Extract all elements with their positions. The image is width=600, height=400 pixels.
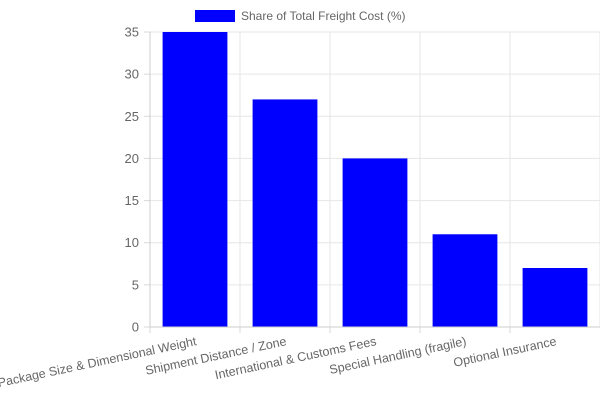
legend[interactable]: Share of Total Freight Cost (%) xyxy=(195,9,406,23)
bar[interactable] xyxy=(252,99,318,327)
y-tick-label: 35 xyxy=(125,25,139,40)
y-tick-labels: 0 5 10 15 20 25 30 35 xyxy=(125,25,139,335)
legend-swatch xyxy=(195,10,235,22)
bar[interactable] xyxy=(162,32,228,327)
x-tick-label: Optional Insurance xyxy=(452,334,558,370)
y-tick-label: 15 xyxy=(125,193,139,208)
y-tick-label: 30 xyxy=(125,67,139,82)
axes xyxy=(144,31,600,333)
x-tick-labels: Package Size & Dimensional WeightShipmen… xyxy=(0,334,558,390)
bar[interactable] xyxy=(342,158,408,327)
bar[interactable] xyxy=(432,234,498,327)
bar[interactable] xyxy=(522,268,588,327)
y-tick-label: 5 xyxy=(132,277,139,292)
y-tick-label: 10 xyxy=(125,235,139,250)
y-tick-label: 25 xyxy=(125,109,139,124)
y-tick-label: 20 xyxy=(125,151,139,166)
legend-label: Share of Total Freight Cost (%) xyxy=(241,9,406,23)
y-tick-label: 0 xyxy=(132,320,139,335)
bars xyxy=(162,32,588,327)
